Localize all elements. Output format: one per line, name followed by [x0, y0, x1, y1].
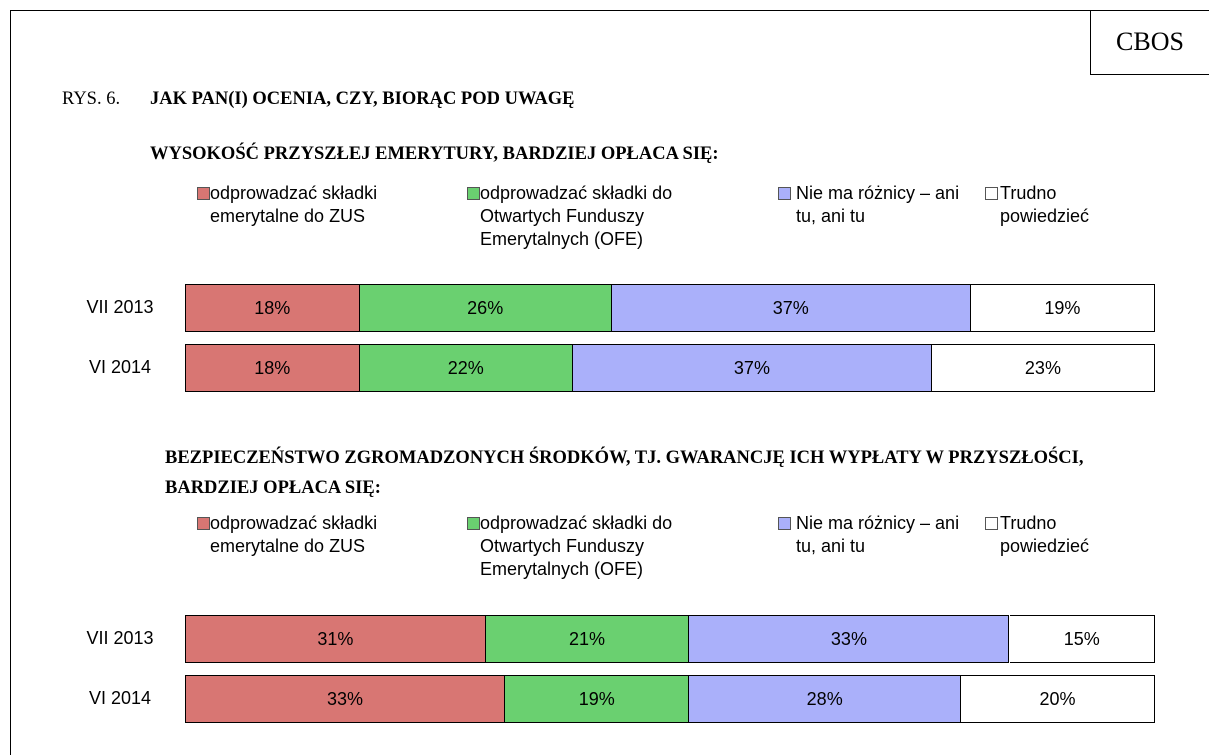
value-label: 22% — [447, 357, 484, 378]
value-label: 37% — [733, 357, 770, 378]
bar-segment: 19% — [970, 284, 1155, 332]
legend-swatch — [778, 187, 791, 200]
legend-label: Trudno powiedzieć — [1000, 183, 1090, 226]
bar-segment: 28% — [689, 675, 961, 723]
value-label: 18% — [254, 357, 291, 378]
frame — [10, 10, 1209, 755]
legend-swatch — [778, 517, 791, 530]
legend-swatch — [467, 187, 480, 200]
legend-swatch — [985, 187, 998, 200]
bar-segment: 20% — [961, 675, 1155, 723]
figure-title: JAK PAN(I) OCENIA, CZY, BIORĄC POD UWAGĘ — [150, 89, 575, 109]
value-label: 21% — [569, 628, 606, 649]
bar-segment: 37% — [573, 344, 932, 392]
legend-label: odprowadzać składki emerytalne do ZUS — [210, 513, 378, 556]
value-label: 18% — [254, 297, 291, 318]
bar-segment: 26% — [359, 284, 612, 332]
value-label: 23% — [1024, 357, 1061, 378]
bar-segment: 22% — [359, 344, 573, 392]
bar-segment: 31% — [185, 615, 486, 663]
value-label: 20% — [1039, 688, 1076, 709]
value-label: 31% — [317, 628, 354, 649]
legend-label: odprowadzać składki do Otwartych Fundusz… — [480, 183, 673, 249]
category-label: VI 2014 — [88, 688, 152, 708]
value-label: 19% — [578, 688, 615, 709]
bar-segment: 15% — [1009, 615, 1155, 663]
value-label: 33% — [327, 688, 364, 709]
value-label: 28% — [806, 688, 843, 709]
bar-segment: 19% — [505, 675, 690, 723]
category-label: VII 2013 — [86, 628, 154, 648]
bar-segment: 33% — [185, 675, 506, 723]
bar-segment: 18% — [185, 284, 360, 332]
legend-label: Trudno powiedzieć — [1000, 513, 1090, 556]
legend-swatch — [197, 187, 210, 200]
bar-segment: 33% — [689, 615, 1010, 663]
legend-label: Nie ma różnicy – ani tu, ani tu — [796, 183, 960, 226]
bar-segment: 21% — [485, 615, 690, 663]
chart-title: WYSOKOŚĆ PRZYSZŁEJ EMERYTURY, BARDZIEJ O… — [150, 144, 719, 164]
category-label: VII 2013 — [86, 297, 154, 317]
chart-title: BEZPIECZEŃSTWO ZGROMADZONYCH ŚRODKÓW, TJ… — [165, 448, 1084, 498]
legend-swatch — [985, 517, 998, 530]
value-label: 33% — [830, 628, 867, 649]
legend-label: odprowadzać składki emerytalne do ZUS — [210, 183, 378, 226]
value-label: 15% — [1063, 628, 1100, 649]
legend-swatch — [197, 517, 210, 530]
bar-segment: 37% — [611, 284, 971, 332]
value-label: 37% — [772, 297, 809, 318]
bar-segment: 18% — [185, 344, 360, 392]
legend-label: odprowadzać składki do Otwartych Fundusz… — [480, 513, 673, 579]
value-label: 19% — [1044, 297, 1081, 318]
value-label: 26% — [467, 297, 504, 318]
legend-swatch — [467, 517, 480, 530]
legend-label: Nie ma różnicy – ani tu, ani tu — [796, 513, 960, 556]
bar-segment: 23% — [931, 344, 1155, 392]
figure-label: RYS. 6. — [62, 89, 121, 109]
category-label: VI 2014 — [88, 357, 152, 377]
brand: CBOS — [1090, 10, 1209, 75]
